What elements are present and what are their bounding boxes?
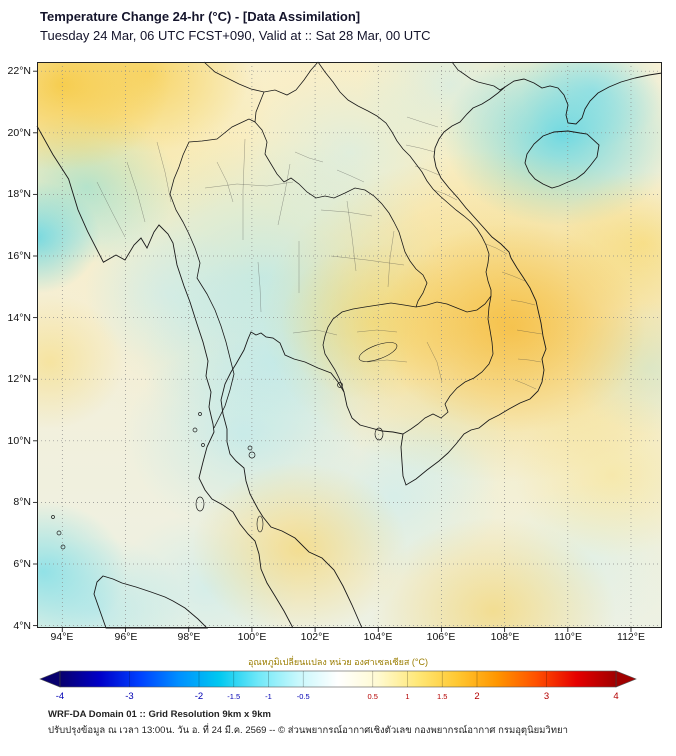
lat-axis-label: 12°N bbox=[7, 373, 31, 385]
lat-axis-label: 22°N bbox=[7, 65, 31, 77]
lon-axis-label: 110°E bbox=[554, 631, 582, 643]
header: Temperature Change 24-hr (°C) - [Data As… bbox=[40, 7, 431, 45]
mergui-islet bbox=[192, 427, 198, 433]
colorbar: -4 -3 -2 -1.5 -1 -0.5 0.5 1 1.5 2 3 4 bbox=[38, 669, 638, 705]
svg-text:0.5: 0.5 bbox=[368, 692, 378, 701]
lon-axis-label: 102°E bbox=[300, 631, 330, 643]
lon-axis-label: 96°E bbox=[114, 631, 138, 643]
border-china-north bbox=[203, 61, 319, 96]
phangan-island bbox=[247, 445, 253, 451]
coastlines bbox=[36, 72, 663, 629]
longitude-axis: 94°E 96°E 98°E 100°E 102°E 104°E 106°E 1… bbox=[37, 631, 662, 645]
border-china-vietnam bbox=[451, 61, 506, 91]
svg-text:-3: -3 bbox=[125, 691, 133, 702]
graticule-grid bbox=[37, 62, 662, 628]
border-laos-cambodia bbox=[415, 295, 492, 313]
lon-axis-label: 100°E bbox=[237, 631, 267, 643]
coastline-east bbox=[220, 72, 663, 629]
svg-text:-4: -4 bbox=[56, 691, 64, 702]
hainan-island bbox=[524, 130, 600, 189]
border-cambodia-vietnam bbox=[402, 295, 494, 435]
latitude-axis: 22°N 20°N 18°N 16°N 14°N 12°N 10°N 8°N 6… bbox=[0, 62, 33, 632]
mergui-islet bbox=[198, 412, 202, 416]
lat-axis-label: 8°N bbox=[13, 496, 31, 508]
colorbar-ticks: -4 -3 -2 -1.5 -1 -0.5 0.5 1 1.5 2 3 4 bbox=[56, 671, 619, 702]
lat-axis-label: 16°N bbox=[7, 250, 31, 262]
colorbar-left-arrow bbox=[39, 670, 61, 688]
colorbar-right-arrow bbox=[615, 670, 637, 688]
lat-axis-label: 10°N bbox=[7, 435, 31, 447]
lon-axis-label: 104°E bbox=[363, 631, 393, 643]
border-mekong-tripoint bbox=[248, 91, 265, 123]
footer-update-info: ปรับปรุงข้อมูล ณ เวลา 13:00น. วัน อ. ที่… bbox=[48, 725, 568, 736]
islands-lakes bbox=[51, 342, 398, 550]
page-subtitle: Tuesday 24 Mar, 06 UTC FCST+090, Valid a… bbox=[40, 28, 431, 43]
axis-ticks bbox=[33, 70, 632, 632]
mergui-islet bbox=[201, 443, 205, 447]
border-thailand-cambodia bbox=[322, 302, 417, 393]
map-overlay bbox=[33, 61, 663, 632]
svg-text:1: 1 bbox=[405, 692, 409, 701]
lon-axis-label: 94°E bbox=[50, 631, 74, 643]
nicobar-islet bbox=[51, 515, 55, 519]
svg-text:-1: -1 bbox=[265, 692, 272, 701]
svg-text:4: 4 bbox=[613, 691, 618, 702]
phuket-island bbox=[195, 496, 205, 512]
lat-axis-label: 20°N bbox=[7, 127, 31, 139]
nicobar-islet bbox=[60, 544, 66, 550]
lat-axis-label: 14°N bbox=[7, 312, 31, 324]
border-laos-vietnam bbox=[317, 61, 492, 296]
lon-axis-label: 108°E bbox=[490, 631, 520, 643]
border-myanmar-thailand bbox=[169, 118, 250, 429]
svg-text:-1.5: -1.5 bbox=[227, 692, 240, 701]
colorbar-label: อุณหภูมิเปลี่ยนแปลง หน่วย องศาเซลเซียส (… bbox=[248, 657, 428, 667]
sumatra-coast bbox=[93, 575, 209, 629]
lat-axis-label: 4°N bbox=[13, 620, 31, 632]
samui-island bbox=[248, 451, 256, 459]
lat-axis-label: 6°N bbox=[13, 558, 31, 570]
svg-text:1.5: 1.5 bbox=[437, 692, 447, 701]
svg-text:3: 3 bbox=[544, 691, 549, 702]
nicobar-islet bbox=[56, 530, 62, 536]
province-boundaries bbox=[96, 116, 543, 390]
kohchang-island bbox=[337, 382, 343, 388]
colorbar-gradient-bar bbox=[59, 670, 617, 688]
coastline-west bbox=[36, 125, 294, 629]
svg-text:-2: -2 bbox=[195, 691, 203, 702]
footer-domain-info: WRF-DA Domain 01 :: Grid Resolution 9km … bbox=[48, 709, 271, 720]
lon-axis-label: 112°E bbox=[617, 631, 645, 643]
lon-axis-label: 106°E bbox=[426, 631, 456, 643]
lat-axis-label: 18°N bbox=[7, 188, 31, 200]
lon-axis-label: 98°E bbox=[177, 631, 201, 643]
country-borders bbox=[169, 61, 506, 435]
colorbar-svg: -4 -3 -2 -1.5 -1 -0.5 0.5 1 1.5 2 3 4 bbox=[39, 670, 637, 702]
map-canvas bbox=[33, 61, 663, 632]
svg-text:-0.5: -0.5 bbox=[297, 692, 310, 701]
page-title: Temperature Change 24-hr (°C) - [Data As… bbox=[40, 9, 361, 24]
temperature-field bbox=[37, 62, 662, 628]
songkhla-lake bbox=[256, 515, 264, 533]
map-frame bbox=[37, 62, 662, 628]
phuquoc-island bbox=[374, 427, 384, 441]
tonle-sap-lake bbox=[358, 342, 398, 362]
border-thailand-laos bbox=[254, 121, 428, 308]
svg-text:2: 2 bbox=[474, 691, 479, 702]
